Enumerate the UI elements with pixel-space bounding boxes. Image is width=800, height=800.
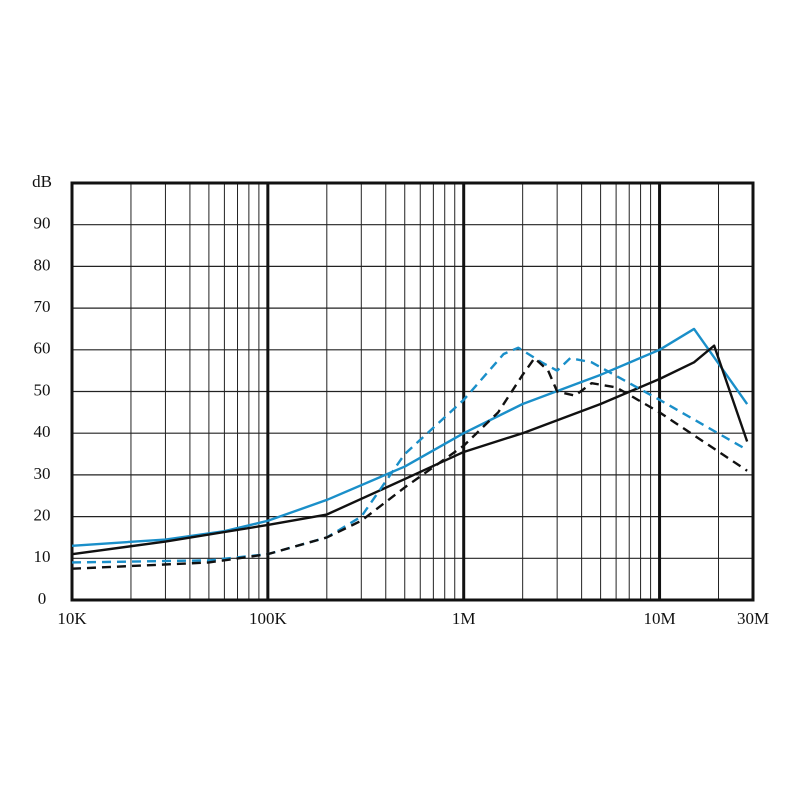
y-axis-label: dB <box>32 172 52 191</box>
plot-frame <box>70 181 755 602</box>
series-line <box>71 356 748 570</box>
x-tick-label: 30M <box>737 609 769 628</box>
y-tick-label: 30 <box>34 464 51 483</box>
y-tick-label: 20 <box>34 506 51 525</box>
y-tick-label: 10 <box>34 547 51 566</box>
y-tick-label: 0 <box>38 589 47 608</box>
y-tick-label: 80 <box>34 255 51 274</box>
y-tick-label: 40 <box>34 422 51 441</box>
y-tick-label: 50 <box>34 380 51 399</box>
series-line <box>71 344 749 556</box>
x-tick-label: 10M <box>643 609 675 628</box>
x-tick-label: 1M <box>452 609 476 628</box>
y-tick-label: 90 <box>34 214 51 233</box>
series-line <box>71 346 748 564</box>
x-tick-label: 100K <box>249 609 288 628</box>
y-tick-label: 70 <box>34 297 51 316</box>
series-line <box>71 327 749 547</box>
x-tick-label: 10K <box>57 609 87 628</box>
y-tick-label: 60 <box>34 339 51 358</box>
